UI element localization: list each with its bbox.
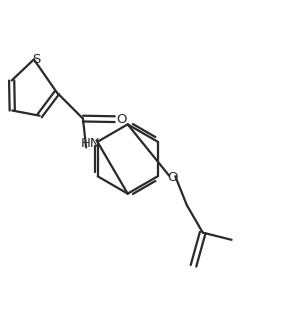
Text: O: O (117, 113, 127, 126)
Text: S: S (32, 53, 40, 66)
Text: O: O (167, 171, 178, 184)
Text: HN: HN (80, 137, 100, 150)
